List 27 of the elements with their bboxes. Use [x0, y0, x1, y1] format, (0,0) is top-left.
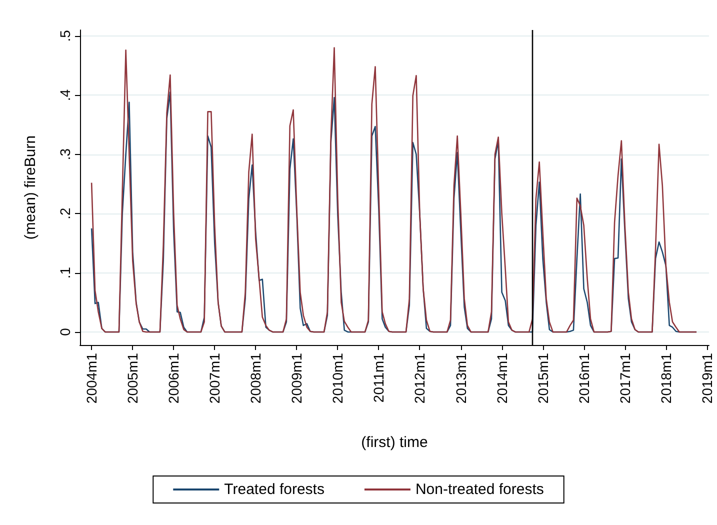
y-tick-label: 0 — [57, 328, 73, 336]
line-series — [90, 47, 698, 333]
x-tick-label: 2014m1 — [494, 352, 510, 404]
x-tick-label: 2012m1 — [412, 352, 428, 404]
y-axis-title: (mean) fireBurn — [22, 135, 39, 240]
x-tick-label: 2018m1 — [658, 352, 674, 404]
x-tick-label: 2008m1 — [248, 352, 264, 404]
y-tick-label: .4 — [57, 89, 73, 101]
x-tick-label: 2017m1 — [616, 352, 633, 404]
y-tick-label: .3 — [57, 148, 73, 160]
x-tick-label: 2013m1 — [452, 352, 469, 404]
y-tick-label: .1 — [57, 266, 73, 279]
y-tick-label: .2 — [57, 208, 73, 220]
legend-label: Treated forests — [224, 481, 324, 498]
x-tick-label: 2009m1 — [288, 352, 305, 404]
legend-label: Non-treated forests — [415, 481, 544, 498]
x-tick-label: 2004m1 — [84, 352, 100, 404]
x-tick-label: 2019m1 — [698, 352, 715, 404]
x-tick-label: 2015m1 — [534, 352, 551, 404]
x-tick-label: 2011m1 — [370, 352, 387, 403]
x-tick-label: 2005m1 — [124, 352, 141, 404]
x-tick-label: 2007m1 — [206, 352, 223, 404]
y-tick-label: .5 — [57, 30, 73, 42]
x-tick-label: 2006m1 — [166, 352, 182, 404]
x-axis-title: (first) time — [361, 434, 428, 451]
x-tick-label: 2010m1 — [330, 352, 346, 404]
x-tick-label: 2016m1 — [576, 352, 592, 404]
